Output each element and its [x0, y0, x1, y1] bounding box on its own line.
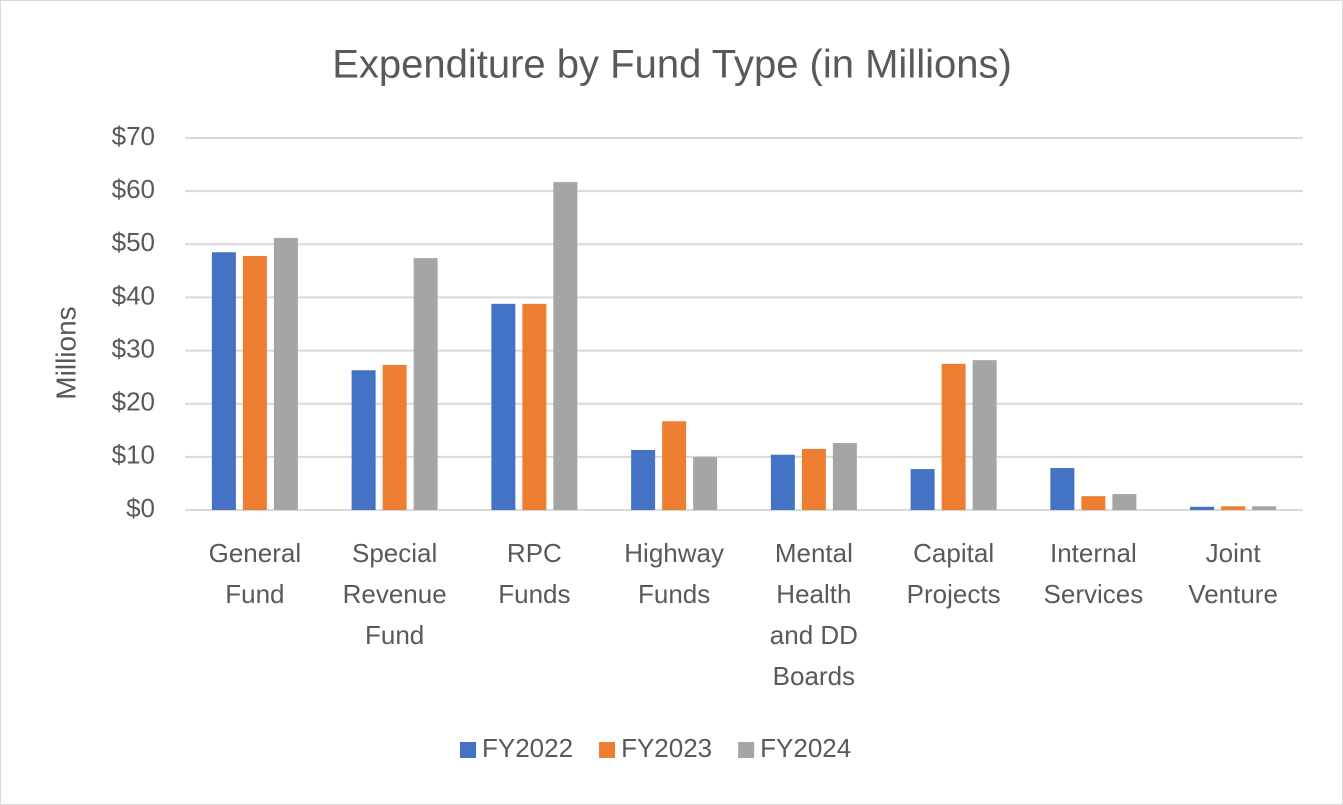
bar — [910, 469, 935, 510]
bar — [631, 449, 656, 510]
x-tick-label: Special Revenue Fund — [342, 538, 447, 650]
bar — [1081, 496, 1106, 510]
bar — [273, 237, 298, 510]
x-tick-label: General Fund — [208, 538, 302, 609]
y-tick-label: $50 — [112, 227, 155, 257]
legend-label: FY2022 — [482, 733, 573, 763]
x-tick-label: Highway Funds — [624, 538, 724, 609]
y-tick-label: $30 — [112, 333, 155, 363]
bar — [413, 258, 438, 510]
y-tick-label: $20 — [112, 387, 155, 417]
chart-title: Expenditure by Fund Type (in Millions) — [332, 43, 1012, 87]
bar — [1252, 506, 1277, 510]
bar — [522, 303, 547, 510]
y-axis-label: Millions — [50, 306, 81, 399]
bar — [832, 443, 857, 510]
bar — [553, 182, 578, 510]
x-tick-label: Capital Projects — [906, 538, 1001, 609]
bar — [382, 364, 407, 510]
bar — [770, 454, 795, 510]
y-tick-label: $60 — [112, 174, 155, 204]
y-tick-label: $40 — [112, 280, 155, 310]
y-tick-label: $70 — [112, 121, 155, 151]
legend-swatch — [738, 742, 755, 758]
bar — [801, 448, 826, 510]
bar — [1190, 506, 1215, 510]
x-tick-label: RPC Funds — [498, 538, 571, 609]
x-tick-label: Joint Venture — [1188, 538, 1278, 609]
bar — [351, 370, 376, 510]
y-tick-label: $0 — [126, 493, 155, 523]
y-tick-label: $10 — [112, 440, 155, 470]
legend-label: FY2023 — [621, 733, 712, 763]
bar — [941, 363, 966, 510]
bar — [491, 303, 516, 510]
bar — [972, 360, 997, 510]
bar — [1112, 494, 1137, 510]
bar — [242, 255, 267, 510]
x-tick-label: Mental Health and DD Boards — [769, 538, 858, 691]
x-tick-label: Internal Services — [1043, 538, 1144, 609]
bar — [662, 421, 687, 510]
bar — [693, 456, 718, 510]
bar — [211, 252, 236, 510]
bar — [1050, 468, 1075, 510]
legend-swatch — [599, 742, 616, 758]
bar — [1221, 506, 1246, 510]
legend-swatch — [460, 742, 476, 758]
legend-label: FY2024 — [760, 733, 851, 763]
